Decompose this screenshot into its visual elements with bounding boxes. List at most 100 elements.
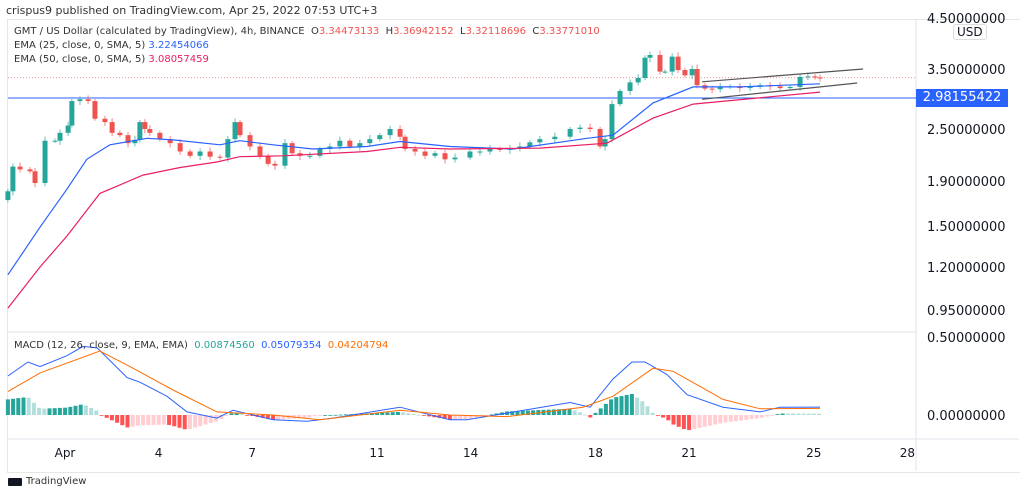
- macd-histogram-bar: [468, 415, 473, 419]
- macd-histogram-bar: [765, 415, 770, 417]
- macd-histogram-bar: [791, 413, 796, 415]
- ema25-row[interactable]: EMA (25, close, 0, SMA, 5) 3.22454066: [14, 39, 600, 53]
- macd-histogram-bar: [676, 415, 681, 427]
- macd-histogram-bar: [187, 415, 192, 430]
- macd-histogram-bar: [109, 415, 114, 421]
- macd-histogram-bar: [302, 415, 307, 418]
- macd-histogram-bar: [328, 414, 333, 416]
- candle-body: [694, 69, 700, 86]
- macd-histogram-bar: [120, 415, 125, 426]
- macd-histogram-bar: [250, 415, 255, 416]
- macd-histogram-bar: [593, 412, 598, 415]
- macd-histogram-bar: [26, 397, 31, 415]
- high-value: 3.36942152: [393, 26, 454, 37]
- footer: TradingView: [8, 476, 86, 487]
- macd-histogram-bar: [588, 415, 593, 418]
- candle-body: [257, 146, 263, 156]
- macd-histogram-bar: [52, 408, 57, 415]
- macd-histogram-bar: [177, 415, 182, 428]
- macd-histogram-bar: [172, 415, 177, 427]
- macd-histogram-bar: [531, 410, 536, 415]
- macd-histogram-bar: [687, 415, 692, 431]
- candle-body: [132, 139, 138, 144]
- macd-histogram-bar: [390, 412, 395, 415]
- currency-button[interactable]: USD: [953, 24, 987, 40]
- candle-body: [42, 140, 48, 184]
- macd-histogram-bar: [473, 415, 478, 418]
- macd-histogram-bar: [723, 415, 728, 423]
- candle-body: [689, 69, 695, 76]
- time-axis-tick: 25: [806, 446, 821, 460]
- price-legend: GMT / US Dollar (calculated by TradingVi…: [14, 25, 600, 67]
- macd-histogram-bar: [99, 415, 104, 416]
- candle-body: [307, 155, 313, 157]
- macd-histogram-bar: [239, 414, 244, 415]
- macd-histogram-bar: [567, 408, 572, 415]
- macd-legend[interactable]: MACD (12, 26, close, 9, EMA, EMA) 0.0087…: [14, 340, 388, 351]
- candle-body: [497, 148, 503, 150]
- candle-body: [27, 169, 33, 172]
- time-axis-tick: 14: [463, 446, 478, 460]
- macd-histogram-bar: [744, 415, 749, 420]
- macd-histogram-bar: [245, 415, 250, 416]
- candle-body: [805, 76, 811, 78]
- macd-histogram-bar: [775, 414, 780, 415]
- open-value: 3.34473133: [318, 26, 380, 37]
- candle-body: [717, 86, 723, 90]
- price-axis-tick: 1.90000000: [927, 175, 1006, 190]
- candle-body: [17, 166, 23, 170]
- macd-histogram-bar: [125, 415, 130, 428]
- price-axis-tick: 1.50000000: [927, 220, 1006, 235]
- macd-histogram-bar: [609, 399, 614, 415]
- low-label: L: [459, 26, 466, 37]
- low-value: 3.32118696: [465, 26, 527, 37]
- macd-histogram-bar: [562, 408, 567, 415]
- candle-body: [197, 151, 203, 156]
- ema50-row[interactable]: EMA (50, close, 0, SMA, 5) 3.08057459: [14, 53, 600, 67]
- macd-histogram-bar: [146, 415, 151, 426]
- macd-histogram-bar: [650, 412, 655, 415]
- chart-frame: [7, 19, 1020, 473]
- high-label: H: [385, 26, 394, 37]
- macd-histogram-bar: [21, 397, 26, 415]
- candle-body: [669, 56, 675, 72]
- ema25-line: [7, 83, 821, 276]
- macd-histogram-bar: [182, 415, 187, 430]
- macd-histogram-bar: [494, 413, 499, 415]
- macd-histogram-bar: [380, 412, 385, 415]
- macd-histogram-bar: [401, 412, 406, 415]
- macd-histogram-bar: [546, 409, 551, 415]
- candle-body: [657, 54, 663, 72]
- candle-body: [232, 122, 238, 140]
- macd-histogram-bar: [89, 407, 94, 415]
- macd-histogram-bar: [759, 415, 764, 418]
- macd-histogram-bar: [349, 414, 354, 415]
- candle-body: [207, 151, 213, 157]
- macd-histogram-bar: [681, 415, 686, 430]
- candle-body: [109, 122, 115, 133]
- candle-body: [777, 86, 783, 89]
- candle-body: [397, 129, 403, 137]
- candle-body: [282, 143, 288, 166]
- tradingview-logo-icon: [8, 477, 22, 486]
- macd-histogram-bar: [260, 415, 265, 418]
- macd-hist-value: 0.00874560: [194, 340, 255, 351]
- macd-histogram-bar: [338, 414, 343, 416]
- macd-histogram-bar: [411, 413, 416, 415]
- open-label: O: [310, 26, 319, 37]
- candle-body: [10, 166, 16, 192]
- macd-axis-tick: 0.00000000: [927, 409, 1006, 424]
- candle-body: [709, 88, 715, 90]
- macd-histogram-bar: [224, 415, 229, 417]
- candle-body: [467, 151, 473, 158]
- macd-histogram-bar: [63, 407, 68, 415]
- macd-histogram-bar: [707, 415, 712, 426]
- candle-body: [85, 99, 91, 102]
- macd-histogram-bar: [635, 397, 640, 415]
- candle-body: [635, 78, 641, 83]
- candle-body: [597, 129, 603, 147]
- macd-histogram-bar: [603, 403, 608, 415]
- candle-body: [117, 132, 123, 136]
- macd-histogram-bar: [770, 415, 775, 416]
